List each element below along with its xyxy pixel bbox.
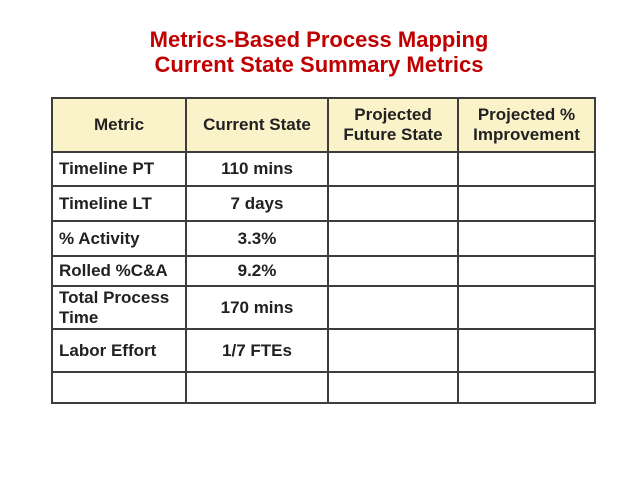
current-state-cell: 1/7 FTEs [185, 328, 329, 373]
table-row: % Activity 3.3% [51, 220, 596, 257]
current-state-cell: 170 mins [185, 285, 329, 330]
projected-improvement-cell [457, 371, 596, 404]
table-row: Labor Effort 1/7 FTEs [51, 328, 596, 373]
title-line-1: Metrics-Based Process Mapping [149, 27, 489, 52]
metric-cell: % Activity [51, 220, 187, 257]
table-row [51, 371, 596, 404]
projected-improvement-cell [457, 255, 596, 287]
metric-cell [51, 371, 187, 404]
table-row: Timeline PT 110 mins [51, 151, 596, 187]
projected-future-state-cell [327, 151, 459, 187]
summary-metrics-table: Metric Current State Projected Future St… [51, 97, 596, 404]
projected-future-state-cell [327, 220, 459, 257]
projected-improvement-cell [457, 185, 596, 222]
projected-future-state-cell [327, 371, 459, 404]
column-header-current-state: Current State [185, 97, 329, 153]
current-state-cell: 9.2% [185, 255, 329, 287]
table-row: Timeline LT 7 days [51, 185, 596, 222]
projected-improvement-cell [457, 151, 596, 187]
current-state-cell [185, 371, 329, 404]
page-title: Metrics-Based Process Mapping Current St… [0, 27, 638, 77]
table-header-row: Metric Current State Projected Future St… [51, 97, 596, 153]
metric-cell: Timeline LT [51, 185, 187, 222]
column-header-projected-future-state: Projected Future State [327, 97, 459, 153]
metric-cell: Rolled %C&A [51, 255, 187, 287]
projected-improvement-cell [457, 220, 596, 257]
projected-future-state-cell [327, 328, 459, 373]
metric-cell: Labor Effort [51, 328, 187, 373]
projected-future-state-cell [327, 255, 459, 287]
table-row: Rolled %C&A 9.2% [51, 255, 596, 287]
projected-future-state-cell [327, 285, 459, 330]
projected-improvement-cell [457, 285, 596, 330]
metric-cell: Total Process Time [51, 285, 187, 330]
column-header-projected-improvement: Projected % Improvement [457, 97, 596, 153]
title-line-2: Current State Summary Metrics [154, 52, 484, 77]
column-header-metric: Metric [51, 97, 187, 153]
projected-future-state-cell [327, 185, 459, 222]
current-state-cell: 7 days [185, 185, 329, 222]
current-state-cell: 110 mins [185, 151, 329, 187]
projected-improvement-cell [457, 328, 596, 373]
table-row: Total Process Time 170 mins [51, 285, 596, 330]
current-state-cell: 3.3% [185, 220, 329, 257]
metric-cell: Timeline PT [51, 151, 187, 187]
